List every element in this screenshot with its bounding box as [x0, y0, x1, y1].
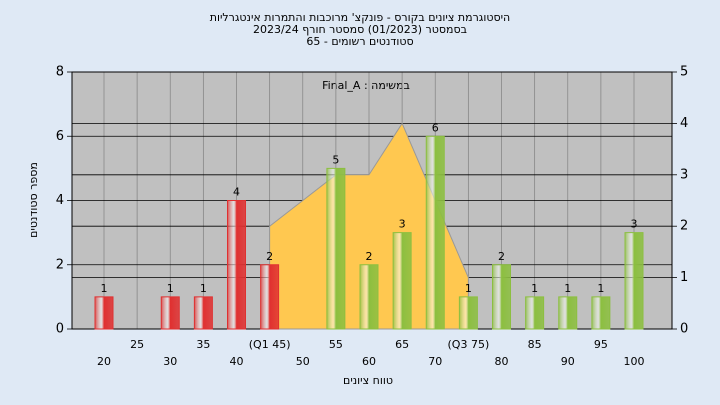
- x-tick-label: 90: [561, 355, 575, 368]
- bar: [260, 264, 280, 330]
- title-line: היסטוגרמת ציונים בקורס - פונקצ' מרוכבות …: [210, 11, 511, 24]
- y2-tick-label: 4: [680, 116, 688, 131]
- annotation: Final_A : במשימה: [322, 79, 410, 92]
- bar: [591, 296, 611, 330]
- x-tick-label: 40: [230, 355, 244, 368]
- bar: [425, 135, 445, 330]
- bar: [492, 264, 511, 330]
- x-tick-label: 85: [528, 338, 542, 351]
- y2-tick-label: 1: [680, 270, 688, 285]
- data-label: 1: [101, 282, 108, 295]
- data-label: 3: [399, 218, 406, 231]
- x-tick-label: 95: [594, 338, 608, 351]
- x-tick-label: 30: [163, 355, 177, 368]
- x-tick-label: 50: [296, 355, 310, 368]
- data-label: 5: [332, 153, 339, 166]
- y2-tick-label: 5: [680, 65, 688, 80]
- data-label: 1: [465, 282, 472, 295]
- bar: [525, 296, 545, 330]
- y-tick-label: 4: [56, 193, 64, 208]
- bar: [458, 296, 478, 330]
- title-line: בסמסטר (01/2023) סמסטר חורף 2023/24: [253, 23, 467, 36]
- bar: [392, 232, 412, 330]
- bar: [94, 296, 114, 330]
- bar: [558, 296, 578, 330]
- data-label: 1: [597, 282, 604, 295]
- x-tick-label: 65: [395, 338, 409, 351]
- bar: [160, 296, 180, 330]
- data-label: 2: [266, 250, 273, 263]
- y2-tick-label: 2: [680, 219, 688, 234]
- data-label: 2: [366, 250, 373, 263]
- x-tick-label: 55: [329, 338, 343, 351]
- data-label: 4: [233, 186, 240, 199]
- bar: [193, 296, 213, 330]
- data-label: 1: [564, 282, 571, 295]
- x-tick-label: (Q3 75): [448, 338, 490, 351]
- data-label: 1: [200, 282, 207, 295]
- y-tick-label: 6: [56, 129, 64, 144]
- data-label: 1: [531, 282, 538, 295]
- bar: [227, 200, 246, 330]
- data-label: 6: [432, 121, 439, 134]
- x-tick-label: (Q1 45): [249, 338, 291, 351]
- title-line: סטודנטים רשומים - 65: [306, 35, 413, 48]
- y2-tick-label: 3: [680, 167, 688, 182]
- x-tick-label: 20: [97, 355, 111, 368]
- y-tick-label: 2: [56, 257, 64, 272]
- y-tick-label: 8: [56, 65, 64, 80]
- x-tick-label: 60: [362, 355, 376, 368]
- y-tick-label: 0: [56, 322, 64, 337]
- x-tick-label: 80: [495, 355, 509, 368]
- y-axis-label: מספר סטודנטים: [27, 162, 40, 238]
- x-tick-label: 25: [130, 338, 144, 351]
- x-axis-label: טווח ציונים: [343, 374, 393, 387]
- x-tick-label: 100: [624, 355, 645, 368]
- bar: [326, 167, 346, 330]
- bar: [359, 264, 379, 330]
- y2-tick-label: 0: [680, 322, 688, 337]
- x-tick-label: 70: [428, 355, 442, 368]
- data-label: 1: [167, 282, 174, 295]
- bar: [624, 232, 644, 330]
- data-label: 2: [498, 250, 505, 263]
- x-tick-label: 35: [196, 338, 210, 351]
- data-label: 3: [631, 218, 638, 231]
